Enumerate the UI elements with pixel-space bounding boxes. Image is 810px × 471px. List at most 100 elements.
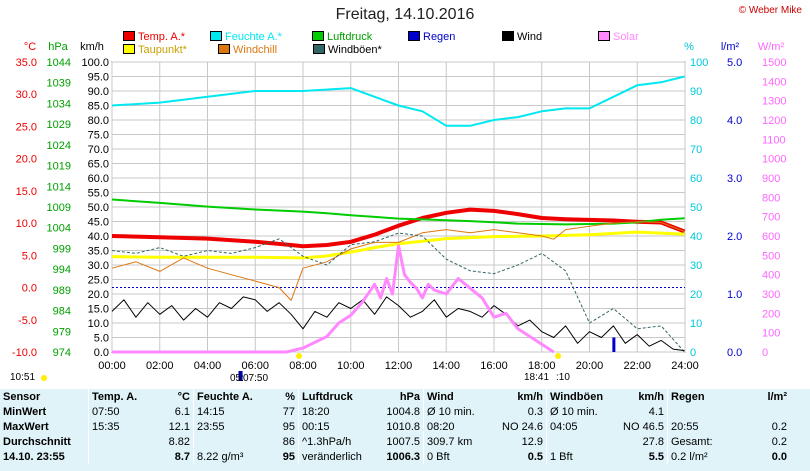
series-line [111,221,685,301]
gust-value: 27.8 [642,435,664,448]
x-tick-label: 18:00 [528,360,556,372]
wind-tick-label: 5.0 [94,333,109,345]
legend-label: Solar [613,31,639,43]
wind-value: NO 24.6 [502,420,543,433]
hdr-press: Luftdruck [298,389,375,404]
hdr-gust: Windböen [546,389,613,404]
temp-unit: °C [24,41,36,53]
series-line [111,232,685,353]
wind-tick-label: 30.0 [88,260,109,272]
legend-swatch [123,44,135,54]
rain-time: 0.2 l/m² [667,449,734,464]
hdr-temp: Temp. A. [88,389,145,404]
rain-value: 0.2 [771,435,787,448]
series-line [112,244,555,354]
wind-tick-label: 25.0 [88,275,109,287]
x-tick-label: 10:00 [337,360,365,372]
pressure-tick-label: 1044 [47,57,71,69]
wind-tick-label: 0.0 [94,347,109,359]
wind-tick-label: 75.0 [88,130,109,142]
solar-unit: W/m² [758,41,785,53]
moon-marker [238,371,243,381]
press-value: 1010.8 [386,420,420,433]
rain-tick-label: 4.0 [727,115,742,127]
temp-tick-label: 5.0 [22,250,37,262]
stats-row-avg: Durchschnitt 8.82 86 ^1.3hPa/h 1007.5 30… [0,434,790,449]
x-tick-label: 22:00 [623,360,651,372]
pressure-tick-label: 1039 [47,78,71,90]
humidity-tick-label: 60 [690,173,702,185]
weather-chart: 35.0 30.0 25.0 20.0 15.0 10.0 5.0 0.0 -5.0 -10.0 1… [12,41,786,381]
solar-tick-label: 700 [762,212,780,224]
wind-time: Ø 10 min. [423,404,490,419]
legend-label: Luftdruck [327,31,373,43]
press-value: 1007.5 [386,435,420,448]
wind-tick-label: 95.0 [88,72,109,84]
hum-time: 8.22 g/m³ [193,449,270,464]
wind-value: 12.9 [521,435,543,448]
x-tick-label: 08:00 [289,360,317,372]
solar-tick-label: 1400 [762,76,786,88]
temp-tick-label: 30.0 [16,89,37,101]
solar-tick-label: 200 [762,308,780,320]
left-time: 10:51 [10,372,36,383]
humidity-tick-label: 30 [690,260,702,272]
solar-tick-label: 1500 [762,57,786,69]
pressure-tick-label: 1034 [47,98,71,110]
legend-item: Feuchte A.* [210,31,282,43]
temp-time [88,449,145,464]
sunset-suffix: :10 [556,372,570,383]
pressure-tick-label: 979 [53,326,71,338]
sunset-time: 18:41 [524,372,550,383]
wind-tick-label: 80.0 [88,115,109,127]
series-line [111,230,685,260]
press-time: ^1.3hPa/h [298,434,375,449]
hum-value: 95 [282,450,295,463]
temp-tick-label: -5.0 [18,315,37,327]
hum-value: 86 [282,435,295,448]
press-value: 1004.8 [386,405,420,418]
legend-label: Regen [423,31,456,43]
wind-tick-label: 20.0 [88,289,109,301]
hdr-gust-unit: km/h [638,390,664,403]
wind-tick-label: 10.0 [88,318,109,330]
x-tick-label: 06:00 [241,360,269,372]
rain-tick-label: 0.0 [727,347,742,359]
pressure-tick-label: 974 [53,347,71,359]
humidity-tick-label: 80 [690,115,702,127]
legend-item: Windchill [218,44,277,56]
temp-tick-label: 10.0 [16,218,37,230]
series-line [111,207,686,249]
wind-tick-label: 40.0 [88,231,109,243]
solar-tick-label: 1000 [762,154,786,166]
temp-time: 15:35 [88,419,145,434]
x-tick-label: 20:00 [576,360,604,372]
sunset-marker [555,353,562,359]
stats-row-max: MaxWert 15:35 12.1 23:55 95 00:15 1010.8… [0,419,790,434]
legend-label: Wind [517,31,543,43]
humidity-tick-label: 10 [690,318,702,330]
legend-swatch [408,31,420,41]
hdr-rain: Regen [667,389,734,404]
temp-tick-label: 35.0 [16,57,37,69]
wind-tick-label: 50.0 [88,202,109,214]
gust-time: 04:05 [546,419,613,434]
pressure-tick-label: 1029 [47,119,71,131]
legend-swatch [218,44,230,54]
solar-tick-label: 1300 [762,96,786,108]
wind-tick-label: 15.0 [88,304,109,316]
legend-swatch [502,31,514,41]
x-tick-label: 12:00 [385,360,413,372]
temp-tick-label: 25.0 [16,121,37,133]
x-tick-label: 16:00 [480,360,508,372]
rain-bar [612,337,616,352]
rain-tick-label: 3.0 [727,173,742,185]
rain-time: Gesamt: [667,434,734,449]
hum-value: 95 [282,420,295,433]
legend-label: Windchill [233,44,278,56]
wind-tick-label: 90.0 [88,86,109,98]
solar-tick-label: 900 [762,173,780,185]
hum-time: 14:15 [193,404,270,419]
hdr-hum-unit: % [285,390,295,403]
row-label: MaxWert [3,420,49,433]
